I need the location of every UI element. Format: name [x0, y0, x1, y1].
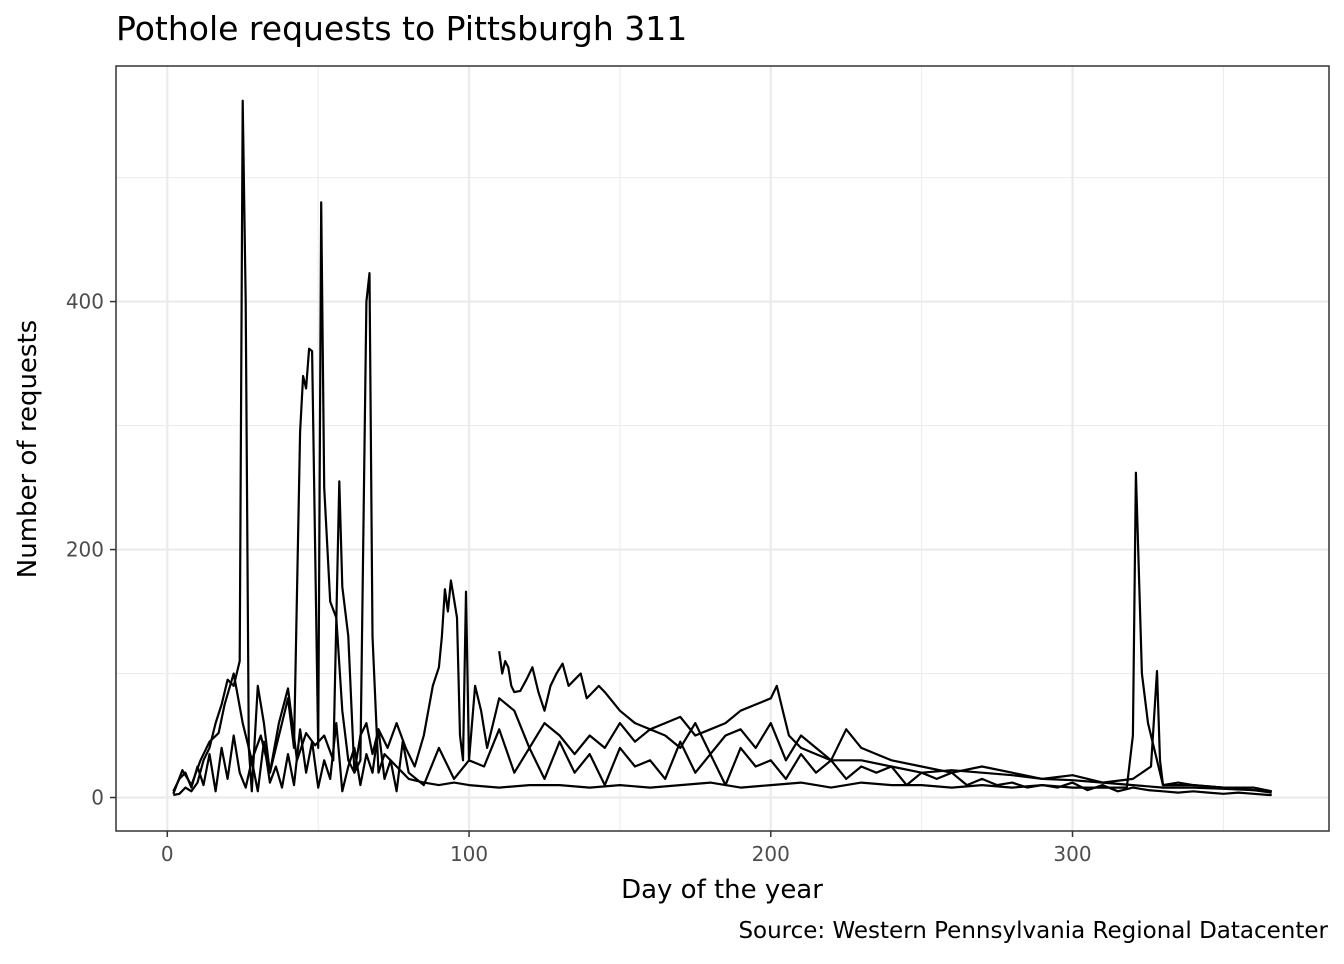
y-tick-label: 0 [91, 786, 104, 810]
x-tick-label: 0 [161, 842, 174, 866]
plot-area [115, 65, 1330, 832]
series-layer [172, 99, 1272, 797]
series-line-1 [173, 99, 1272, 797]
chart-title: Pothole requests to Pittsburgh 311 [116, 9, 687, 48]
x-tick-label: 100 [450, 842, 488, 866]
x-axis: 0 100 200 300 [161, 831, 1092, 866]
y-axis: 0 200 400 [66, 290, 116, 810]
plot-border [115, 65, 1330, 832]
y-axis-label: Number of requests [13, 320, 43, 578]
chart-caption: Source: Western Pennsylvania Regional Da… [738, 918, 1328, 944]
series-line-3 [498, 651, 1272, 793]
y-tick-label: 400 [66, 290, 104, 314]
x-tick-label: 200 [752, 842, 790, 866]
x-tick-label: 300 [1053, 842, 1091, 866]
series-line-4 [172, 721, 1272, 797]
grid-major [116, 66, 1329, 831]
y-tick-label: 200 [66, 538, 104, 562]
x-axis-label: Day of the year [621, 875, 823, 905]
